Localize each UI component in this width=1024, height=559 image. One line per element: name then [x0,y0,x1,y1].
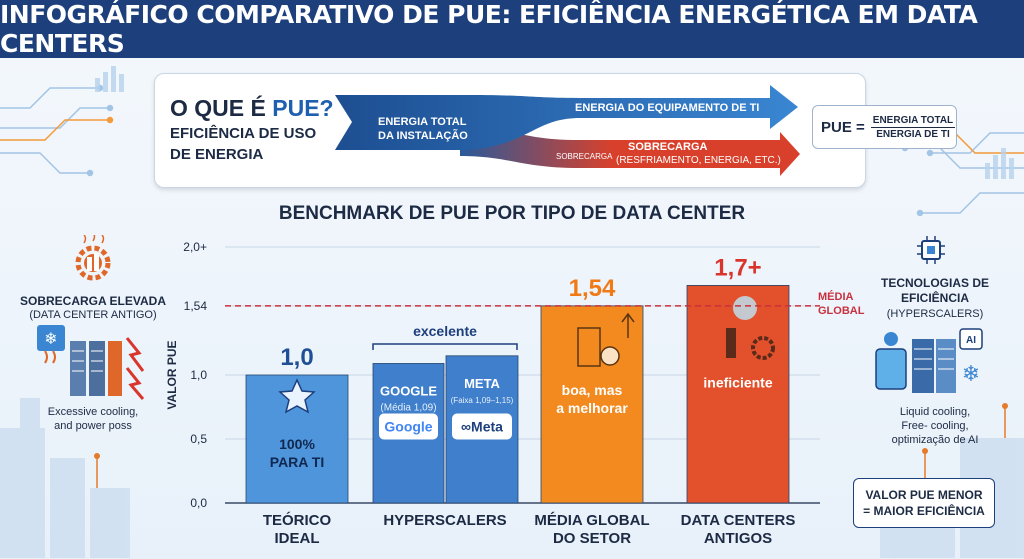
callout-line1: VALOR PUE MENOR [865,488,983,502]
left-panel-title: SOBRECARGA ELEVADA [19,294,166,308]
reference-label-line2: GLOBAL [818,305,865,317]
pue-bar-chart: 0,0 0,5 1,0 1,54 2,0+ VALOR PUE 1,0 100% PARA TI… [165,240,865,547]
bar-4 [686,285,790,504]
question-prefix: O QUE É [170,95,273,121]
y-tick-label-3: 1,54 [184,299,208,313]
building-icon [577,327,601,367]
pue-question: O QUE É PUE? EFICIÊNCIA DE USO DE ENERGI… [170,95,334,164]
left-panel-subtitle: (DATA CENTER ANTIGO) [29,309,157,321]
excellent-label: excelente [413,323,477,339]
left-panel: SOBRECARGA ELEVADA (DATA CENTER ANTIGO) [18,232,168,321]
category-label-line2-2: DO SETOR [553,530,631,547]
smoke-icon [733,296,757,320]
y-tick-label-0: 0,0 [190,496,207,510]
left-panel-note: Excessive cooling, and power poss [18,405,168,433]
header-banner: INFOGRÁFICO COMPARATIVO DE PUE: EFICIÊNC… [0,0,1024,58]
category-label-line2-3: ANTIGOS [704,530,772,547]
formula-fraction: ENERGIA TOTAL ENERGIA DE TI [870,114,956,140]
energy-flow-diagram: ENERGIA TOTAL DA INSTALAÇÃO ENERGIA DO E… [335,85,800,176]
category-label-line2-0: IDEAL [275,530,320,547]
category-label-0: TEÓRICO [263,511,332,529]
factory-chimney-icon [726,328,736,358]
y-tick-label-1: 0,5 [190,432,207,446]
page-title: INFOGRÁFICO COMPARATIVO DE PUE: EFICIÊNC… [0,0,978,58]
bar-value-label-0: 1,0 [280,344,313,371]
bar-sub-2: (Faixa 1,09–1,15) [451,396,514,405]
right-note-line1: Liquid cooling, [899,406,971,418]
left-note-line1: Excessive cooling, [47,406,139,418]
right-note-line2: Free- cooling, [901,420,969,432]
overhead-small-label: SOBRECARGA [556,152,613,161]
pue-subtitle-line1: EFICIÊNCIA DE USO [170,125,317,142]
bar-value-label-3: 1,54 [569,275,616,302]
right-subtitle: (HYPERSCALERS) [886,308,984,320]
left-note-line2: and power poss [54,420,132,432]
star-icon [278,378,316,414]
liquid-cooling-icon: AI ❄ [875,328,983,393]
formula-numerator: ENERGIA TOTAL [870,114,956,128]
bar-name-2: META [464,376,500,391]
right-note-line3: optimização de AI [891,434,979,446]
category-label-3: DATA CENTERS [681,512,796,529]
efficiency-callout: VALOR PUE MENOR = MAIOR EFICIÊNCIA [853,478,995,528]
pue-subtitle-line2: DE ENERGIA [170,146,264,163]
gear-icon [751,336,775,360]
reference-label-line1: MÉDIA [818,290,854,303]
overhead-title: SOBRECARGA [628,141,708,153]
right-panel-heading: TECNOLOGIAS DE EFICIÊNCIA (HYPERSCALERS) [860,276,1010,320]
bar-name-1: GOOGLE [380,383,437,398]
chart-title: BENCHMARK DE PUE POR TIPO DE DATA CENTER [278,203,746,224]
y-tick-label-2: 1,0 [190,368,207,382]
bar-inner-line2-0: PARA TI [270,454,324,470]
right-title-line1: TECNOLOGIAS DE [880,276,989,290]
logo-text-2: ∞Meta [461,418,503,434]
category-label-1: HYPERSCALERS [383,512,506,529]
total-energy-arrow [335,85,798,150]
overhead-arrow [460,128,800,176]
formula-denominator: ENERGIA DE TI [876,128,950,140]
legacy-server-icon: ❄ [37,325,145,400]
bar-inner-line1-3: boa, mas [562,382,623,398]
excellent-bracket [372,343,518,350]
formula-lhs: PUE = [821,118,865,136]
pue-formula: PUE = ENERGIA TOTAL ENERGIA DE TI [812,105,957,149]
svg-text:❄: ❄ [44,329,57,348]
logo-badge-2 [452,413,512,440]
svg-text:❄: ❄ [962,362,980,387]
percent-icon [600,346,620,366]
it-energy-label: ENERGIA DO EQUIPAMENTO DE TI [575,102,759,114]
bar-inner-line1-0: 100% [279,436,315,452]
arrow-up-icon [621,312,635,338]
total-energy-line2: DA INSTALAÇÃO [378,129,468,142]
right-title-line2: EFICIÊNCIA [900,291,969,305]
bar-3 [540,305,644,504]
total-energy-line1: ENERGIA TOTAL [378,116,467,128]
question-highlight: PUE? [272,95,334,121]
cpu-chip-icon [917,236,945,264]
bar-inner-line2-3: a melhorar [556,400,628,416]
bar-value-label-4: 1,7+ [714,254,761,281]
logo-text-1: Google [384,418,432,434]
logo-badge-1 [379,413,438,440]
y-axis-label: VALOR PUE [165,340,179,409]
bar-inner-line1-4: ineficiente [703,374,772,390]
callout-line2: = MAIOR EFICIÊNCIA [863,504,985,518]
right-panel-note: Liquid cooling, Free- cooling, optimizaç… [860,405,1010,447]
bar-sub-1: (Média 1,09) [380,402,436,413]
ai-chip-label: AI [966,335,976,346]
y-tick-label-4: 2,0+ [183,240,207,254]
gear-factory-icon [75,232,111,281]
category-label-2: MÉDIA GLOBAL [534,512,649,529]
overhead-detail: (RESFRIAMENTO, ENERGIA, ETC.) [616,155,781,166]
